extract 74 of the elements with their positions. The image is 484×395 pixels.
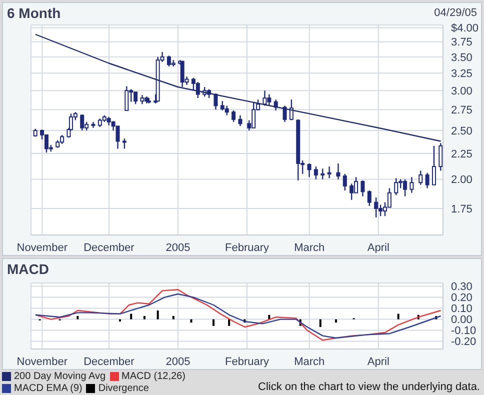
bar xyxy=(143,316,146,320)
x-tick-label: December xyxy=(84,242,135,254)
x-tick-label: 2005 xyxy=(166,356,190,368)
candlestick xyxy=(238,114,242,127)
bar xyxy=(130,314,132,320)
x-tick-label: December xyxy=(84,356,135,368)
candlestick xyxy=(122,138,126,150)
bar xyxy=(212,319,215,326)
legend-label: MACD EMA (9) xyxy=(14,382,82,394)
x-tick-label: March xyxy=(294,356,325,368)
candlestick xyxy=(432,145,436,186)
y-tick-label: 0.30 xyxy=(451,281,472,294)
bar xyxy=(190,319,192,323)
x-tick-label: April xyxy=(367,242,390,254)
candlestick xyxy=(124,86,129,112)
bar xyxy=(76,316,79,320)
legend-label: MACD (12,26) xyxy=(122,370,186,382)
candlestick xyxy=(374,196,378,218)
candlestick xyxy=(410,176,414,194)
chart-title: MACD xyxy=(7,261,49,277)
candlestick xyxy=(80,114,84,132)
candlestick xyxy=(196,81,200,99)
text: Click on the chart to view the underlying data. xyxy=(258,381,480,393)
bar xyxy=(268,314,270,320)
chart-subtitle: 04/29/05 xyxy=(434,7,477,19)
candlestick xyxy=(327,166,332,179)
x-tick-label: November xyxy=(16,356,68,368)
candlestick xyxy=(307,162,312,178)
y-tick-label: 0.00 xyxy=(451,314,472,326)
legend-label: 200 Day Moving Avg xyxy=(14,370,106,382)
x-tick-label: November xyxy=(16,242,68,254)
x-tick-label: April xyxy=(367,356,390,368)
legend-label: Divergence xyxy=(98,382,149,394)
bar xyxy=(156,310,159,320)
y-tick-label: 3.00 xyxy=(451,86,472,98)
y-tick-label: -0.20 xyxy=(451,336,476,348)
y-tick-label: 0.10 xyxy=(451,303,472,316)
bar xyxy=(397,314,400,320)
y-tick-label: 3.75 xyxy=(451,36,472,49)
y-tick-label: 1.75 xyxy=(451,203,472,216)
candlestick xyxy=(140,94,144,105)
candlestick xyxy=(282,105,287,123)
y-tick-label: $4.00 xyxy=(451,22,479,35)
y-tick-label: 2.50 xyxy=(451,125,472,138)
candlestick xyxy=(232,110,236,123)
y-tick-label: 2.75 xyxy=(451,104,472,117)
candlestick xyxy=(360,180,365,197)
x-tick-label: 2005 xyxy=(166,242,190,254)
candlestick xyxy=(336,162,340,180)
candlestick xyxy=(350,183,354,200)
y-tick-label: 3.50 xyxy=(451,52,472,64)
candlestick xyxy=(394,178,398,196)
y-tick-label: 2.00 xyxy=(451,174,472,186)
bar xyxy=(228,319,230,326)
x-tick-label: March xyxy=(294,242,325,254)
y-tick-label: -0.10 xyxy=(451,325,476,338)
candlestick xyxy=(314,166,318,180)
bar xyxy=(334,319,337,323)
x-tick-label: February xyxy=(225,356,270,368)
candlestick xyxy=(387,188,392,208)
candlestick xyxy=(342,173,347,192)
candlestick xyxy=(262,90,267,106)
candlestick xyxy=(418,170,423,186)
bar xyxy=(172,316,174,320)
candlestick xyxy=(320,168,325,180)
y-tick-label: 0.20 xyxy=(451,292,472,304)
chart-title: 6 Month xyxy=(7,5,61,21)
y-tick-label: 2.25 xyxy=(451,148,472,160)
candlestick xyxy=(367,190,372,207)
candlestick xyxy=(224,105,229,116)
y-tick-label: 3.25 xyxy=(451,68,472,80)
bar xyxy=(319,319,322,327)
candlestick xyxy=(425,172,430,189)
x-tick-label: February xyxy=(225,242,270,254)
